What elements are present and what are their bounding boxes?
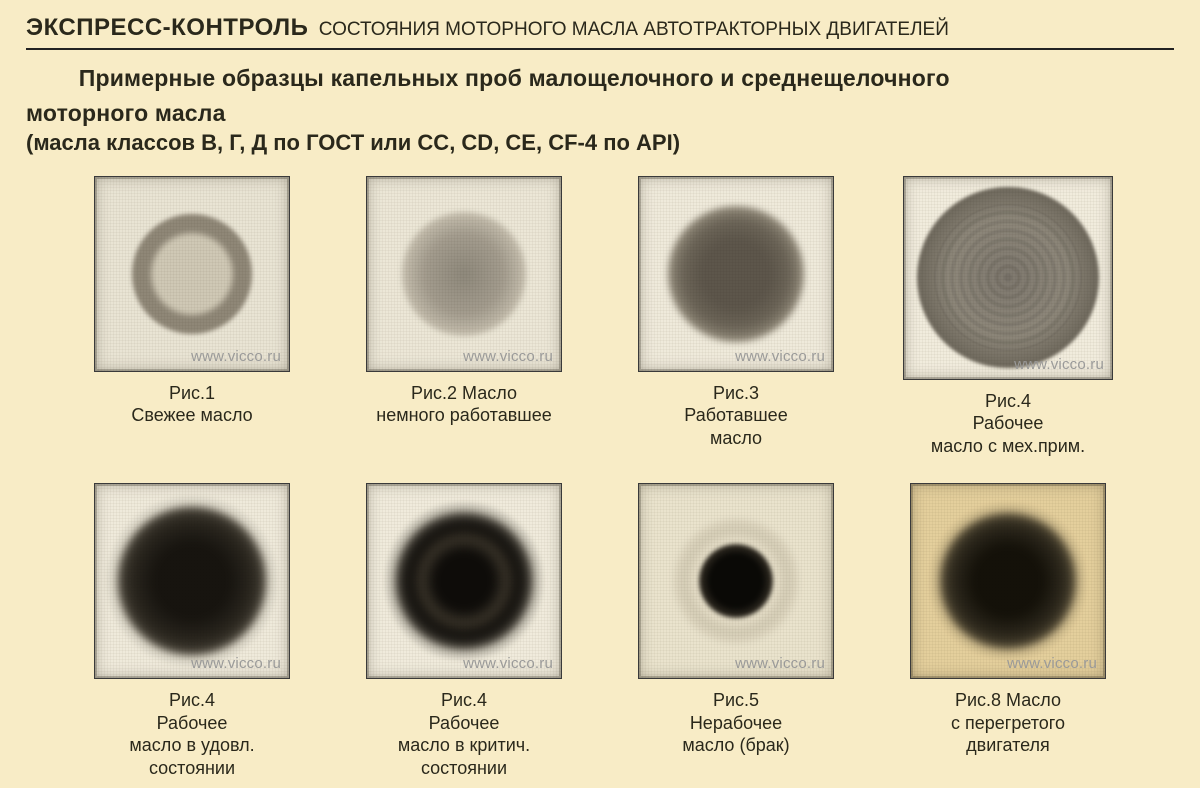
page: ЭКСПРЕСС-КОНТРОЛЬ СОСТОЯНИЯ МОТОРНОГО МА…: [0, 0, 1200, 788]
sample-cell: www.vicco.ru Рис.5 Нерабочее масло (брак): [621, 483, 851, 779]
sample-caption: Рис.5 Нерабочее масло (брак): [682, 689, 789, 757]
watermark: www.vicco.ru: [735, 348, 825, 365]
watermark: www.vicco.ru: [463, 348, 553, 365]
sample-caption: Рис.8 Масло с перегретого двигателя: [951, 689, 1065, 757]
sample-cell: www.vicco.ru Рис.4 Рабочее масло с мех.пр…: [893, 176, 1123, 458]
sample-tile: www.vicco.ru: [910, 483, 1106, 679]
sample-cell: www.vicco.ru Рис.2 Масло немного работавш…: [349, 176, 579, 458]
sample-caption: Рис.4 Рабочее масло с мех.прим.: [931, 390, 1085, 458]
sample-caption: Рис.2 Масло немного работавшее: [376, 382, 551, 427]
description-paren: (масла классов В, Г, Д по ГОСТ или CC, C…: [26, 130, 1174, 156]
sample-caption: Рис.4 Рабочее масло в критич. состоянии: [398, 689, 530, 779]
description-block: Примерные образцы капельных проб малощел…: [26, 64, 1174, 156]
watermark: www.vicco.ru: [1007, 655, 1097, 672]
sample-grid: www.vicco.ruРис.1 Свежее маслоwww.vicco.…: [26, 176, 1174, 780]
sample-tile: www.vicco.ru: [903, 176, 1113, 380]
sample-tile: www.vicco.ru: [638, 176, 834, 372]
header: ЭКСПРЕСС-КОНТРОЛЬ СОСТОЯНИЯ МОТОРНОГО МА…: [26, 14, 1174, 50]
description-line2: моторного масла: [26, 99, 1174, 128]
sample-tile: www.vicco.ru: [638, 483, 834, 679]
header-main: ЭКСПРЕСС-КОНТРОЛЬ: [26, 14, 308, 41]
sample-cell: www.vicco.ru Рис.1 Свежее масло: [77, 176, 307, 458]
sample-tile: www.vicco.ru: [366, 176, 562, 372]
sample-cell: www.vicco.ru Рис.4 Рабочее масло в критич…: [349, 483, 579, 779]
sample-tile: www.vicco.ru: [94, 176, 290, 372]
sample-caption: Рис.1 Свежее масло: [131, 382, 252, 427]
sample-cell: www.vicco.ru Рис.3 Работавшее масло: [621, 176, 851, 458]
sample-tile: www.vicco.ru: [366, 483, 562, 679]
sample-caption: Рис.3 Работавшее масло: [684, 382, 787, 450]
description-line1: Примерные образцы капельных проб малощел…: [26, 64, 1174, 93]
sample-caption: Рис.4 Рабочее масло в удовл. состоянии: [129, 689, 254, 779]
sample-cell: www.vicco.ru Рис.8 Масло с перегретого дв…: [893, 483, 1123, 779]
watermark: www.vicco.ru: [191, 655, 281, 672]
watermark: www.vicco.ru: [463, 655, 553, 672]
sample-cell: www.vicco.ru Рис.4 Рабочее масло в удовл.…: [77, 483, 307, 779]
sample-tile: www.vicco.ru: [94, 483, 290, 679]
watermark: www.vicco.ru: [735, 655, 825, 672]
header-subtitle: СОСТОЯНИЯ МОТОРНОГО МАСЛА АВТОТРАКТОРНЫХ…: [319, 19, 949, 40]
watermark: www.vicco.ru: [1014, 356, 1104, 373]
watermark: www.vicco.ru: [191, 348, 281, 365]
